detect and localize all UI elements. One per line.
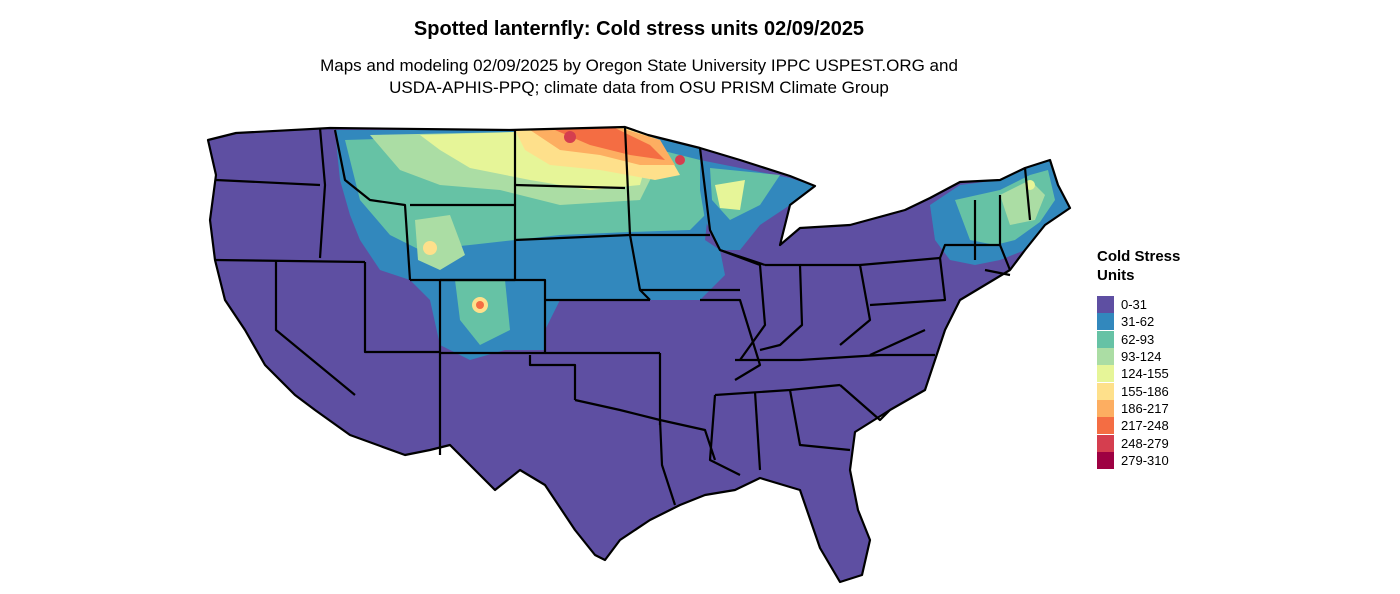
legend-title-line-2: Units — [1097, 267, 1135, 284]
legend-label: 155-186 — [1121, 383, 1169, 399]
legend-swatch — [1097, 330, 1114, 348]
legend-label: 124-155 — [1121, 366, 1169, 382]
legend-label: 62-93 — [1121, 331, 1155, 347]
legend-item: 31-62 — [1097, 313, 1180, 331]
legend-label: 279-310 — [1121, 452, 1169, 468]
legend: Cold Stress Units 0-31 31-62 62-93 93-124 12… — [1097, 247, 1180, 469]
legend-items: 0-31 31-62 62-93 93-124 124-155 155-186 186-21… — [1097, 296, 1180, 469]
map-subtitle: Maps and modeling 02/09/2025 by Oregon S… — [0, 55, 1278, 99]
legend-title: Cold Stress Units — [1097, 247, 1180, 285]
legend-swatch — [1097, 417, 1114, 435]
subtitle-line-2: USDA-APHIS-PPQ; climate data from OSU PR… — [389, 78, 889, 97]
subtitle-line-1: Maps and modeling 02/09/2025 by Oregon S… — [320, 56, 958, 75]
legend-swatch — [1097, 434, 1114, 452]
legend-swatch — [1097, 365, 1114, 383]
legend-swatch — [1097, 313, 1114, 331]
state-borders — [206, 125, 1072, 584]
legend-item: 155-186 — [1097, 382, 1180, 400]
legend-swatch — [1097, 382, 1114, 400]
legend-title-line-1: Cold Stress — [1097, 248, 1181, 265]
legend-item: 217-248 — [1097, 417, 1180, 435]
legend-swatch — [1097, 399, 1114, 417]
legend-item: 186-217 — [1097, 399, 1180, 417]
legend-item: 248-279 — [1097, 434, 1180, 452]
legend-item: 62-93 — [1097, 330, 1180, 348]
legend-label: 217-248 — [1121, 418, 1169, 434]
legend-swatch — [1097, 348, 1114, 366]
legend-item: 93-124 — [1097, 348, 1180, 366]
legend-item: 0-31 — [1097, 296, 1180, 314]
legend-label: 93-124 — [1121, 349, 1162, 365]
legend-label: 0-31 — [1121, 297, 1148, 313]
legend-item: 124-155 — [1097, 365, 1180, 383]
legend-swatch — [1097, 296, 1114, 314]
legend-label: 31-62 — [1121, 314, 1155, 330]
legend-item: 279-310 — [1097, 451, 1180, 469]
legend-label: 186-217 — [1121, 400, 1169, 416]
legend-swatch — [1097, 451, 1114, 469]
map-title: Spotted lanternfly: Cold stress units 02… — [413, 18, 865, 40]
legend-label: 248-279 — [1121, 435, 1169, 451]
